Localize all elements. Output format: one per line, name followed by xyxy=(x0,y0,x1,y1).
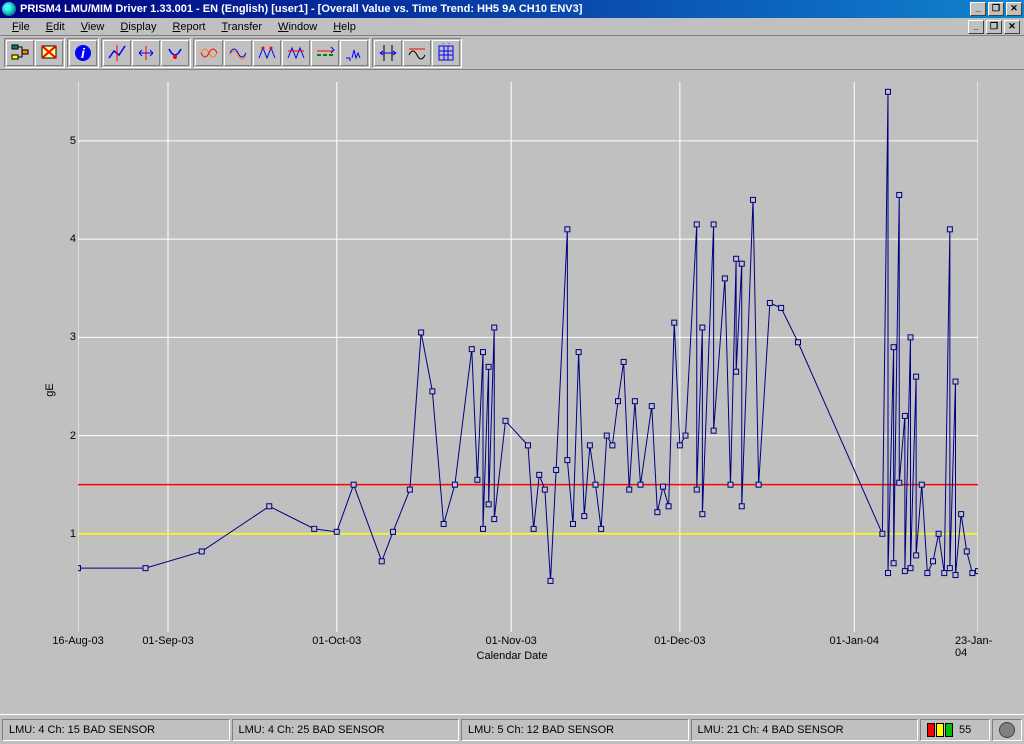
trend-chart[interactable] xyxy=(78,82,978,632)
filter-off-icon[interactable] xyxy=(35,40,63,66)
curve-fit-icon[interactable] xyxy=(374,40,402,66)
mdi-close-button[interactable]: ✕ xyxy=(1004,20,1020,34)
title-bar: PRISM4 LMU/MIM Driver 1.33.001 - EN (Eng… xyxy=(0,0,1024,18)
y-tick-label: 2 xyxy=(46,430,76,442)
status-leds xyxy=(927,723,953,737)
status-bar: LMU: 4 Ch: 15 BAD SENSOR LMU: 4 Ch: 25 B… xyxy=(0,714,1024,744)
menu-transfer[interactable]: Transfer xyxy=(213,20,270,34)
y-axis-label: gE xyxy=(44,383,56,396)
menu-window[interactable]: Window xyxy=(270,20,325,34)
led-green xyxy=(945,723,953,737)
wave2-icon[interactable] xyxy=(253,40,281,66)
mdi-maximize-button[interactable]: ❐ xyxy=(986,20,1002,34)
axis-range-icon[interactable] xyxy=(340,40,368,66)
close-button[interactable]: ✕ xyxy=(1006,2,1022,16)
status-pane-1: LMU: 4 Ch: 15 BAD SENSOR xyxy=(2,719,230,741)
x-tick-label: 01-Nov-03 xyxy=(485,635,536,647)
toolbar: i xyxy=(0,36,1024,70)
wave1-icon[interactable] xyxy=(224,40,252,66)
app-icon xyxy=(2,2,16,16)
y-tick-label: 3 xyxy=(46,331,76,343)
status-pane-4: LMU: 21 Ch: 4 BAD SENSOR xyxy=(691,719,919,741)
menu-display[interactable]: Display xyxy=(112,20,164,34)
x-tick-label: 23-Jan-04 xyxy=(955,635,1001,659)
menu-report[interactable]: Report xyxy=(164,20,213,34)
window-controls: _ ❐ ✕ xyxy=(970,2,1022,16)
window-title: PRISM4 LMU/MIM Driver 1.33.001 - EN (Eng… xyxy=(20,3,582,15)
wave4-icon[interactable] xyxy=(311,40,339,66)
y-tick-label: 5 xyxy=(46,135,76,147)
status-dot-icon xyxy=(999,722,1015,738)
info-icon[interactable]: i xyxy=(69,40,97,66)
menu-file[interactable]: File xyxy=(4,20,38,34)
grid-icon[interactable] xyxy=(432,40,460,66)
minimize-button[interactable]: _ xyxy=(970,2,986,16)
status-led-pane: 55 xyxy=(920,719,990,741)
status-pane-3: LMU: 5 Ch: 12 BAD SENSOR xyxy=(461,719,689,741)
x-axis-label: Calendar Date xyxy=(477,650,548,710)
y-tick-label: 1 xyxy=(46,528,76,540)
hierarchy-icon[interactable] xyxy=(6,40,34,66)
maximize-button[interactable]: ❐ xyxy=(988,2,1004,16)
mdi-minimize-button[interactable]: _ xyxy=(968,20,984,34)
status-indicator-pane xyxy=(992,719,1022,741)
menu-edit[interactable]: Edit xyxy=(38,20,73,34)
width-icon[interactable] xyxy=(132,40,160,66)
led-red xyxy=(927,723,935,737)
return-min-icon[interactable] xyxy=(161,40,189,66)
x-tick-label: 01-Jan-04 xyxy=(829,635,879,647)
chart-area: gE 1 2 3 4 5 16-Aug-03 01-Sep-03 01-Oct-03 01-N… xyxy=(0,70,1024,712)
x-tick-label: 01-Sep-03 xyxy=(142,635,193,647)
envelope-icon[interactable] xyxy=(195,40,223,66)
x-tick-label: 16-Aug-03 xyxy=(52,635,103,647)
autoscale-icon[interactable] xyxy=(403,40,431,66)
y-tick-label: 4 xyxy=(46,233,76,245)
x-tick-label: 01-Oct-03 xyxy=(312,635,361,647)
led-yellow xyxy=(936,723,944,737)
menu-view[interactable]: View xyxy=(73,20,113,34)
menu-bar: File Edit View Display Report Transfer W… xyxy=(0,18,1024,36)
trend-cursor-icon[interactable] xyxy=(103,40,131,66)
x-tick-label: 01-Dec-03 xyxy=(654,635,705,647)
wave3-icon[interactable] xyxy=(282,40,310,66)
mdi-controls: _ ❐ ✕ xyxy=(968,20,1020,34)
status-pane-2: LMU: 4 Ch: 25 BAD SENSOR xyxy=(232,719,460,741)
status-value: 55 xyxy=(959,724,971,736)
menu-help[interactable]: Help xyxy=(325,20,364,34)
